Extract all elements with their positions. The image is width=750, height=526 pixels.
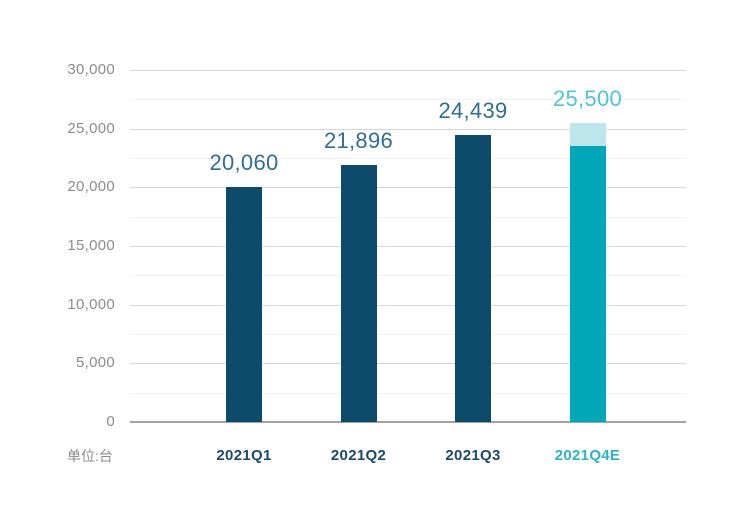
bar-2021q1 [226, 186, 262, 422]
x-axis-label-2021q3: 2021Q3 [445, 447, 501, 464]
bar-segment [569, 122, 606, 147]
y-axis-tick-label: 25,000 [67, 119, 115, 137]
bar-2021q4e [569, 122, 606, 422]
gridline-minor [130, 99, 686, 101]
bar-value-label: 20,060 [209, 149, 279, 175]
bar-value-label: 24,439 [438, 98, 508, 124]
bar-2021q3 [455, 135, 491, 422]
x-axis-label-2021q4e: 2021Q4E [554, 447, 621, 464]
y-axis-tick-label: 0 [106, 413, 115, 430]
bar-segment [569, 146, 606, 422]
gridline-minor [130, 158, 686, 159]
y-axis-tick-label: 5,000 [75, 354, 115, 372]
gridline-major [130, 363, 686, 365]
bar-2021q2 [340, 165, 377, 422]
x-axis-label-2021q1: 2021Q1 [216, 447, 272, 464]
x-axis-baseline [130, 421, 686, 423]
gridline-major [130, 128, 686, 130]
x-axis-label-2021q2: 2021Q2 [330, 447, 387, 464]
y-axis-tick-label: 10,000 [67, 295, 115, 313]
bar-value-label: 25,500 [552, 85, 623, 111]
gridline-major [130, 304, 686, 306]
gridline-minor [130, 334, 686, 335]
gridline-minor [130, 275, 686, 277]
gridline-minor [130, 392, 686, 394]
y-axis-tick-label: 15,000 [67, 237, 115, 254]
gridline-major [130, 246, 686, 247]
gridline-major [130, 187, 686, 189]
y-axis-tick-label: 20,000 [67, 178, 115, 196]
y-axis-tick-label: 30,000 [67, 61, 115, 78]
gridline-minor [130, 216, 686, 218]
bar-segment [226, 186, 262, 422]
bar-value-label: 21,896 [323, 128, 394, 154]
bar-segment [455, 135, 491, 422]
unit-label: 单位:台 [67, 448, 113, 464]
bar-segment [340, 165, 377, 422]
gridline-major [130, 70, 686, 71]
